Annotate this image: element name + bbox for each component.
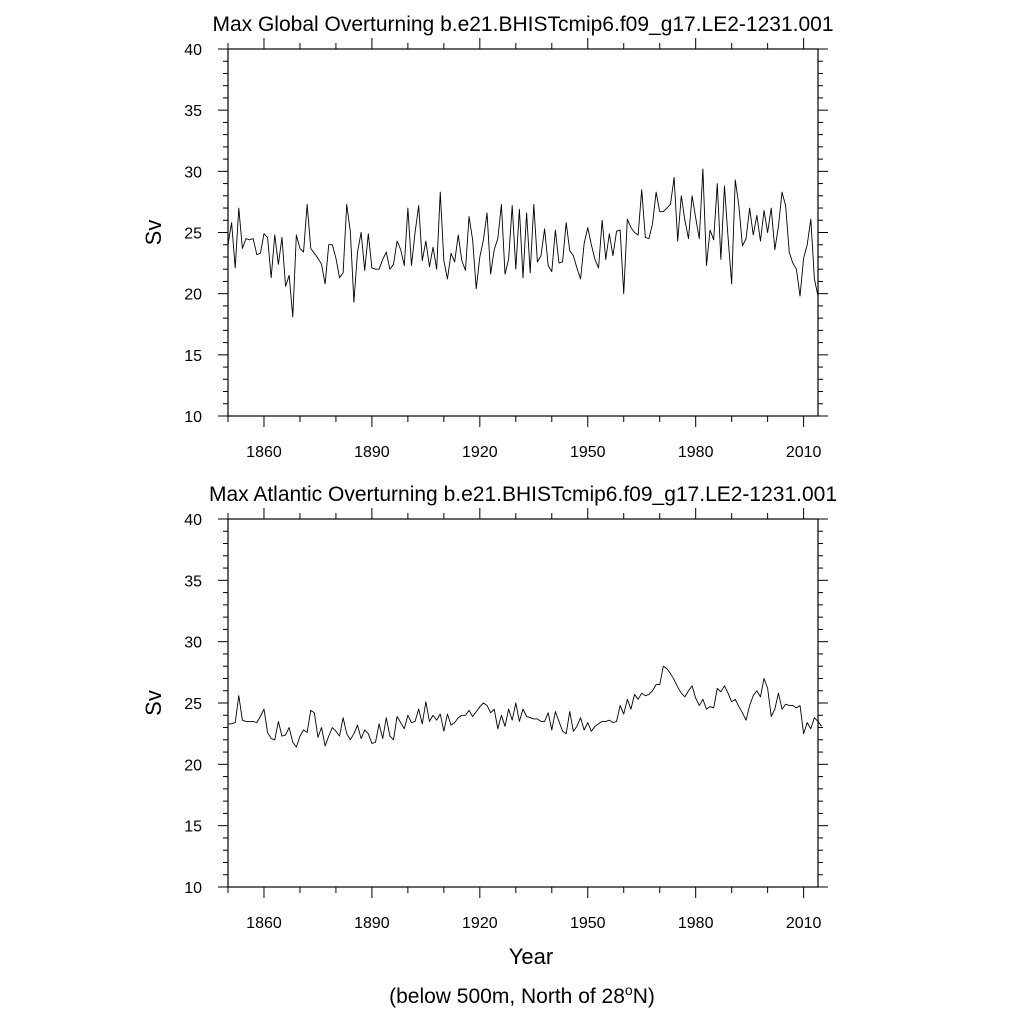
chart-title: Max Atlantic Overturning b.e21.BHISTcmip… <box>209 483 837 506</box>
x-tick-label: 1920 <box>462 915 498 932</box>
y-axis-label: Sv <box>141 220 166 246</box>
y-tick-label: 20 <box>184 287 202 304</box>
x-tick-label: 1890 <box>354 444 390 461</box>
x-tick-label: 1980 <box>678 444 714 461</box>
global-overturning-panel: Max Global Overturning b.e21.BHISTcmip6.… <box>141 13 834 461</box>
series-line <box>227 168 819 318</box>
x-tick-label: 1890 <box>354 915 390 932</box>
y-tick-label: 15 <box>184 348 202 365</box>
y-tick-label: 35 <box>184 103 202 120</box>
y-tick-label: 25 <box>184 226 202 243</box>
x-tick-label: 2010 <box>786 444 822 461</box>
x-tick-label: 1950 <box>570 444 606 461</box>
x-tick-label: 1860 <box>246 915 282 932</box>
y-tick-label: 20 <box>184 757 202 774</box>
y-tick-label: 35 <box>184 573 202 590</box>
x-tick-label: 1980 <box>678 915 714 932</box>
y-tick-label: 10 <box>184 409 202 426</box>
footnote-text: (below 500m, North of 28 <box>389 985 625 1008</box>
plot-frame <box>227 48 819 417</box>
y-tick-label: 30 <box>184 164 202 181</box>
footnote-degree-superscript: o <box>625 982 633 998</box>
footnote-text-end: N) <box>633 985 655 1008</box>
y-tick-label: 40 <box>184 512 202 529</box>
chart-title: Max Global Overturning b.e21.BHISTcmip6.… <box>212 13 833 36</box>
y-tick-label: 40 <box>184 42 202 59</box>
y-tick-label: 30 <box>184 635 202 652</box>
x-tick-label: 1920 <box>462 444 498 461</box>
y-tick-label: 15 <box>184 819 202 836</box>
x-tick-label: 2010 <box>786 915 822 932</box>
plot-frame <box>227 518 819 888</box>
y-tick-label: 10 <box>184 880 202 897</box>
series-line <box>228 665 822 748</box>
x-tick-label: 1860 <box>246 444 282 461</box>
x-tick-label: 1950 <box>570 915 606 932</box>
atlantic-overturning-panel: Max Atlantic Overturning b.e21.BHISTcmip… <box>141 483 837 969</box>
footnote: (below 500m, North of 28oN) <box>389 982 655 1008</box>
y-axis-label: Sv <box>141 690 166 716</box>
y-tick-label: 25 <box>184 696 202 713</box>
x-axis-label: Year <box>509 944 553 969</box>
